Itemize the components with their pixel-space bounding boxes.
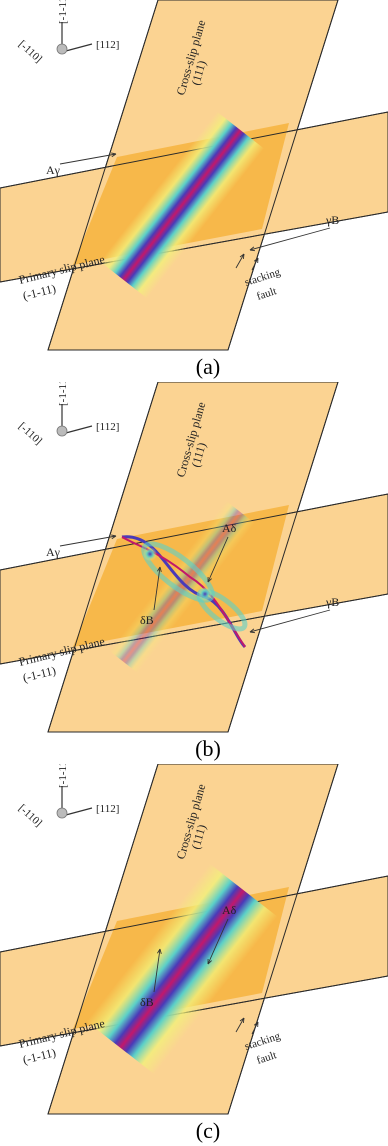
partial-lens-1 (141, 541, 215, 603)
plane-edges (0, 0, 388, 351)
arrow-head (253, 1021, 259, 1028)
panel-caption: (a) (196, 354, 220, 379)
constriction-node (143, 547, 157, 561)
slip-diagram: [-110][-1-11][112] Cross-slip plane(111)P… (0, 0, 388, 379)
arrow-head (111, 534, 117, 540)
axis-origin (56, 425, 68, 437)
crystal-axes: [-110] [-1-11] [112] (16, 0, 119, 65)
slip-diagram: [-110][-1-11][112] Cross-slip plane(111)P… (0, 382, 388, 761)
core-band (86, 863, 278, 1075)
pointer-line (235, 1017, 245, 1033)
arrow-head (111, 152, 117, 158)
dislocation-core (86, 863, 278, 1075)
arrow-head (157, 566, 162, 572)
panel-caption: (b) (195, 736, 221, 761)
panel-a: [-110] [-1-11] [112] Cross-slip plane (111) P… (0, 0, 388, 382)
annotations: Aγ γB Aδ δB (46, 521, 339, 634)
axis-origin (56, 807, 68, 819)
dislocation-core (99, 111, 265, 299)
arrow-head (207, 958, 212, 965)
arrow-head (157, 948, 162, 954)
axis-label-y: [-1-11] (57, 764, 69, 788)
pointer-line (207, 536, 229, 583)
cross-plane-index: (111) (188, 823, 208, 851)
partial-label-lower: δB (140, 995, 154, 1009)
cross-plane-index: (111) (188, 441, 208, 469)
constriction-node (198, 587, 212, 601)
axis-label-x: [-110] (16, 38, 44, 65)
fault-label-2: fault (255, 1049, 278, 1067)
dislocation-core (109, 501, 255, 673)
arrow-head (239, 253, 245, 260)
fault-label-2: fault (255, 285, 278, 303)
partial-label-lower: δB (140, 613, 154, 627)
pointer-line (207, 918, 229, 965)
pointer-line (249, 609, 331, 633)
pointer-line (251, 257, 259, 271)
arrow-head (239, 1017, 245, 1024)
axis-label-y: [-1-11] (57, 0, 69, 24)
axis-label-z: [112] (96, 39, 119, 51)
plane-edges (0, 764, 388, 1115)
core-band (99, 111, 265, 299)
partial-label-right: γB (325, 595, 339, 609)
panel-c: [-110] [-1-11] [112] Cross-slip plane (111) P… (0, 764, 388, 1146)
arrow-head (249, 246, 256, 252)
slip-diagram: [-110][-1-11][112] Cross-slip plane(111)P… (0, 764, 388, 1143)
arrow-head (207, 576, 212, 583)
arrow-head (249, 628, 256, 634)
panel-caption: (c) (196, 1118, 220, 1143)
partial-label-upper: Aδ (222, 903, 237, 917)
partial-label-left: Aγ (46, 163, 61, 177)
core-halo (109, 501, 255, 673)
axis-label-x: [-110] (16, 802, 44, 829)
plane-edges (0, 382, 388, 733)
pointer-line (249, 227, 331, 251)
pointer-line (153, 566, 161, 611)
crystal-axes: [-110] [-1-11] [112] (16, 764, 119, 829)
pointer-line (251, 1021, 259, 1035)
pointer-line (59, 153, 117, 165)
crystal-axes: [-110] [-1-11] [112] (16, 382, 119, 447)
partial-label-upper: Aδ (222, 521, 237, 535)
partial-label-right: γB (325, 213, 339, 227)
pointer-line (235, 253, 245, 269)
axis-origin (56, 43, 68, 55)
axis-label-z: [112] (96, 803, 119, 815)
partial-label-left: Aγ (46, 545, 61, 559)
pointer-line (153, 948, 161, 993)
cross-plane-index: (111) (188, 59, 208, 87)
axis-label-y: [-1-11] (57, 382, 69, 406)
pointer-line (59, 535, 117, 547)
axis-label-z: [112] (96, 421, 119, 433)
arrow-head (253, 257, 259, 264)
axis-label-x: [-110] (16, 420, 44, 447)
panel-b: [-110] [-1-11] [112] Cross-slip plane (111) P… (0, 382, 388, 764)
